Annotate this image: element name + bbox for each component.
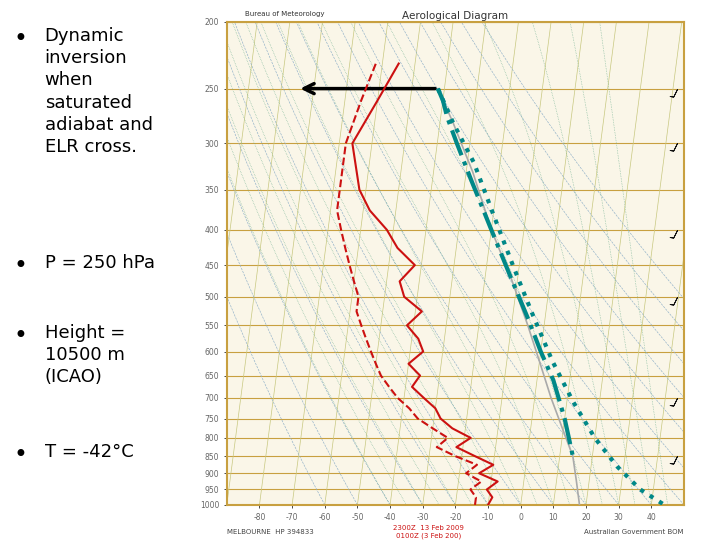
Text: 2300Z  13 Feb 2009: 2300Z 13 Feb 2009 — [393, 525, 464, 531]
Title: Aerological Diagram: Aerological Diagram — [402, 11, 508, 21]
Text: •: • — [14, 254, 27, 278]
Text: T = -42°C: T = -42°C — [45, 443, 133, 461]
Text: Bureau of Meteorology: Bureau of Meteorology — [245, 11, 324, 17]
Text: Height =
10500 m
(ICAO): Height = 10500 m (ICAO) — [45, 324, 125, 387]
Text: P = 250 hPa: P = 250 hPa — [45, 254, 155, 272]
Text: •: • — [14, 443, 27, 467]
Text: Dynamic
inversion
when
saturated
adiabat and
ELR cross.: Dynamic inversion when saturated adiabat… — [45, 27, 153, 156]
Text: Australian Government BOM: Australian Government BOM — [585, 529, 684, 535]
Text: •: • — [14, 324, 27, 348]
Text: •: • — [14, 27, 27, 51]
Text: MELBOURNE  HP 394833: MELBOURNE HP 394833 — [227, 529, 313, 535]
Text: 0100Z (3 Feb 200): 0100Z (3 Feb 200) — [396, 532, 461, 539]
